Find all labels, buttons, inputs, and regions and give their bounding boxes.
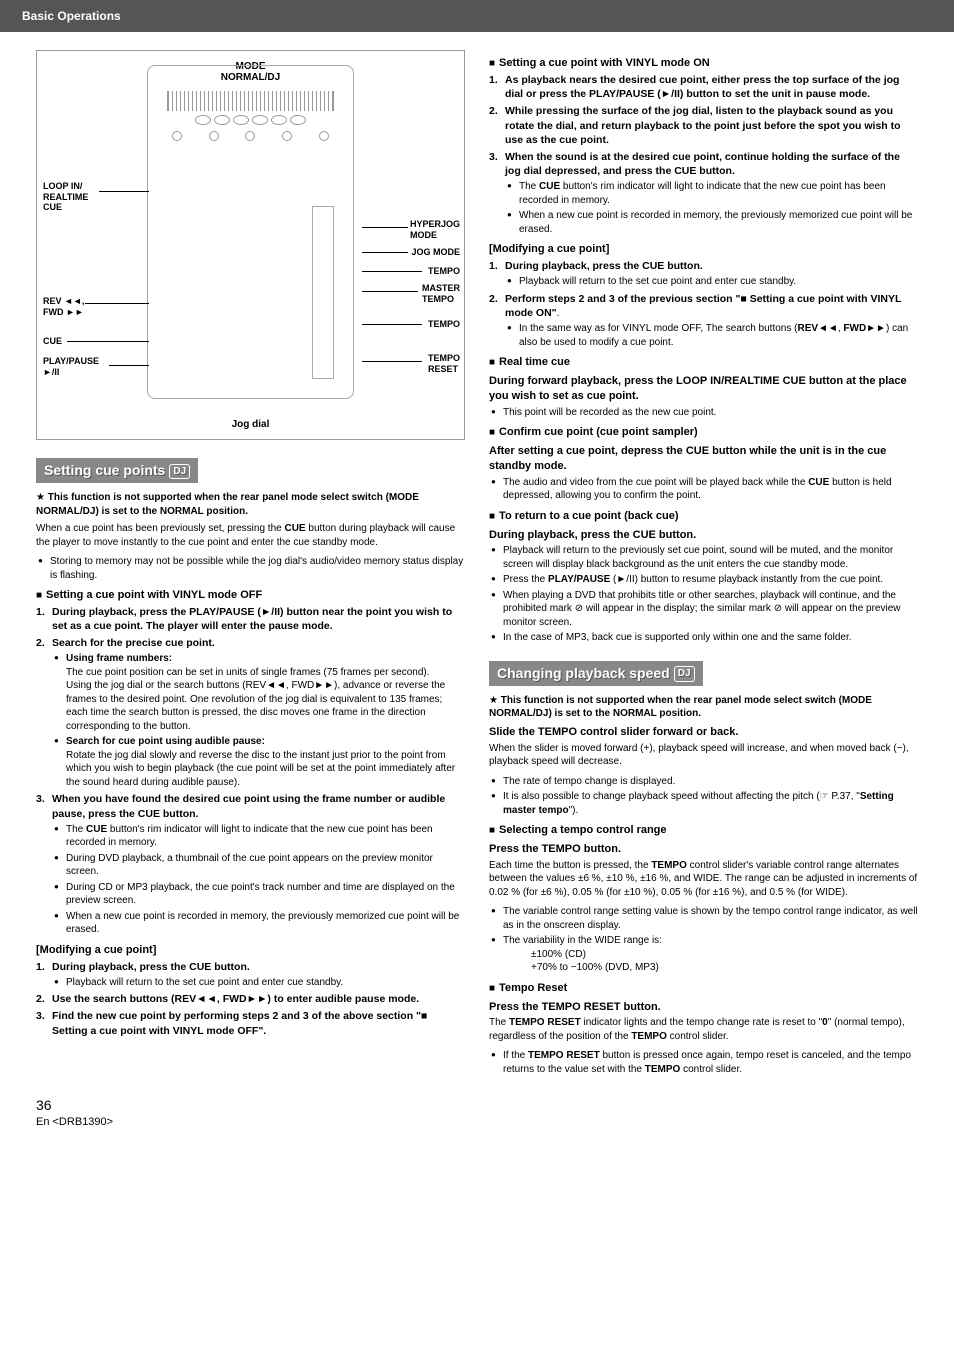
header-title: Basic Operations bbox=[22, 9, 121, 23]
h-rtc: ■Real time cue bbox=[489, 355, 918, 370]
label-hyperjog: HYPERJOG MODE bbox=[410, 219, 460, 240]
mod1-step1: During playback, press the CUE button. P… bbox=[36, 960, 465, 990]
on-step-3: When the sound is at the desired cue poi… bbox=[489, 150, 918, 236]
ret-b4: In the case of MP3, back cue is supporte… bbox=[489, 631, 918, 645]
h-vinyl-on: ■Setting a cue point with VINYL mode ON bbox=[489, 56, 918, 71]
h-return: ■To return to a cue point (back cue) bbox=[489, 509, 918, 524]
on3-b1: The CUE button's rim indicator will ligh… bbox=[505, 180, 918, 207]
h-range: ■Selecting a tempo control range bbox=[489, 823, 918, 838]
ret-b3: When playing a DVD that prohibits title … bbox=[489, 589, 918, 630]
on3-b2: When a new cue point is recorded in memo… bbox=[505, 209, 918, 236]
rtc-body: During forward playback, press the LOOP … bbox=[489, 374, 918, 404]
h-confirm: ■Confirm cue point (cue point sampler) bbox=[489, 425, 918, 440]
label-playpause: PLAY/PAUSE ►/II bbox=[43, 356, 99, 377]
wide-line-1: ±100% (CD) bbox=[531, 948, 918, 962]
off-sub-audible: Search for cue point using audible pause… bbox=[52, 735, 465, 789]
mod1-step3: Find the new cue point by performing ste… bbox=[36, 1009, 465, 1037]
label-cue: CUE bbox=[43, 336, 62, 346]
slide-b1: The rate of tempo change is displayed. bbox=[489, 775, 918, 789]
rtc-bullet: This point will be recorded as the new c… bbox=[489, 406, 918, 420]
label-tempo2: TEMPO bbox=[428, 319, 460, 329]
slide-body: When the slider is moved forward (+), pl… bbox=[489, 742, 918, 769]
mod-h-2: [Modifying a cue point] bbox=[489, 242, 918, 257]
confirm-bullet: The audio and video from the cue point w… bbox=[489, 476, 918, 503]
return-body: During playback, press the CUE button. bbox=[489, 528, 918, 543]
page-number: 36 bbox=[36, 1096, 918, 1115]
left-column: MODE NORMAL/DJ LOOP IN/ REALTIME CUE REV… bbox=[36, 50, 465, 1082]
mod2-step1: During playback, press the CUE button. P… bbox=[489, 259, 918, 289]
confirm-body: After setting a cue point, depress the C… bbox=[489, 444, 918, 474]
mod2-s1-b: Playback will return to the set cue poin… bbox=[505, 275, 918, 289]
label-tempo1: TEMPO bbox=[428, 266, 460, 276]
dj-icon-2: DJ bbox=[674, 666, 695, 682]
header-bar: Basic Operations bbox=[0, 0, 954, 32]
section-changing-speed: Changing playback speedDJ bbox=[489, 661, 703, 686]
mod1-s1-bullet: Playback will return to the set cue poin… bbox=[52, 976, 465, 990]
intro-bullet: Storing to memory may not be possible wh… bbox=[36, 555, 465, 582]
reset-sub: Press the TEMPO RESET button. bbox=[489, 1000, 918, 1015]
label-loopin: LOOP IN/ REALTIME CUE bbox=[43, 181, 88, 212]
mod-h-1: [Modifying a cue point] bbox=[36, 943, 465, 958]
off-sub-frames: Using frame numbers: The cue point posit… bbox=[52, 652, 465, 733]
ret-b2: Press the PLAY/PAUSE (►/II) button to re… bbox=[489, 573, 918, 587]
mod2-s2-b: In the same way as for VINYL mode OFF, T… bbox=[505, 322, 918, 349]
h-vinyl-off: ■Setting a cue point with VINYL mode OFF bbox=[36, 588, 465, 603]
off3-b2: During DVD playback, a thumbnail of the … bbox=[52, 852, 465, 879]
off-step-1: During playback, press the PLAY/PAUSE (►… bbox=[36, 605, 465, 633]
on-step-2: While pressing the surface of the jog di… bbox=[489, 104, 918, 147]
off3-b4: When a new cue point is recorded in memo… bbox=[52, 910, 465, 937]
footer-code: En <DRB1390> bbox=[36, 1115, 918, 1130]
slide-h: Slide the TEMPO control slider forward o… bbox=[489, 725, 918, 740]
star-note-1: This function is not supported when the … bbox=[36, 491, 465, 518]
off-step-2: Search for the precise cue point. Using … bbox=[36, 636, 465, 789]
label-mastertempo: MASTER TEMPO bbox=[422, 283, 460, 304]
slide-b2: It is also possible to change playback s… bbox=[489, 790, 918, 817]
range-b1: The variable control range setting value… bbox=[489, 905, 918, 932]
off3-b3: During CD or MP3 playback, the cue point… bbox=[52, 881, 465, 908]
right-column: ■Setting a cue point with VINYL mode ON … bbox=[489, 50, 918, 1082]
page-footer: 36 En <DRB1390> bbox=[0, 1092, 954, 1150]
device-diagram: MODE NORMAL/DJ LOOP IN/ REALTIME CUE REV… bbox=[36, 50, 465, 440]
wide-line-2: +70% to −100% (DVD, MP3) bbox=[531, 961, 918, 975]
star-note-2: This function is not supported when the … bbox=[489, 694, 918, 721]
reset-bullet: If the TEMPO RESET button is pressed onc… bbox=[489, 1049, 918, 1076]
off-step-3: When you have found the desired cue poin… bbox=[36, 792, 465, 936]
mod1-step2: Use the search buttons (REV◄◄, FWD►►) to… bbox=[36, 992, 465, 1006]
jogdial-label: Jog dial bbox=[37, 418, 464, 432]
off3-b1: The CUE button's rim indicator will ligh… bbox=[52, 823, 465, 850]
label-jogmode: JOG MODE bbox=[411, 247, 460, 257]
intro-cue: When a cue point has been previously set… bbox=[36, 522, 465, 549]
ret-b1: Playback will return to the previously s… bbox=[489, 544, 918, 571]
on-step-1: As playback nears the desired cue point,… bbox=[489, 73, 918, 101]
range-b2: The variability in the WIDE range is: ±1… bbox=[489, 934, 918, 975]
dj-icon: DJ bbox=[169, 464, 190, 480]
mod2-step2: Perform steps 2 and 3 of the previous se… bbox=[489, 292, 918, 349]
range-sub: Press the TEMPO button. bbox=[489, 842, 918, 857]
section-setting-cue: Setting cue pointsDJ bbox=[36, 458, 198, 483]
label-temporeset: TEMPO RESET bbox=[428, 353, 460, 374]
reset-body: The TEMPO RESET indicator lights and the… bbox=[489, 1016, 918, 1043]
range-body: Each time the button is pressed, the TEM… bbox=[489, 859, 918, 900]
label-revfwd: REV ◄◄, FWD ►► bbox=[43, 296, 84, 317]
h-reset: ■Tempo Reset bbox=[489, 981, 918, 996]
